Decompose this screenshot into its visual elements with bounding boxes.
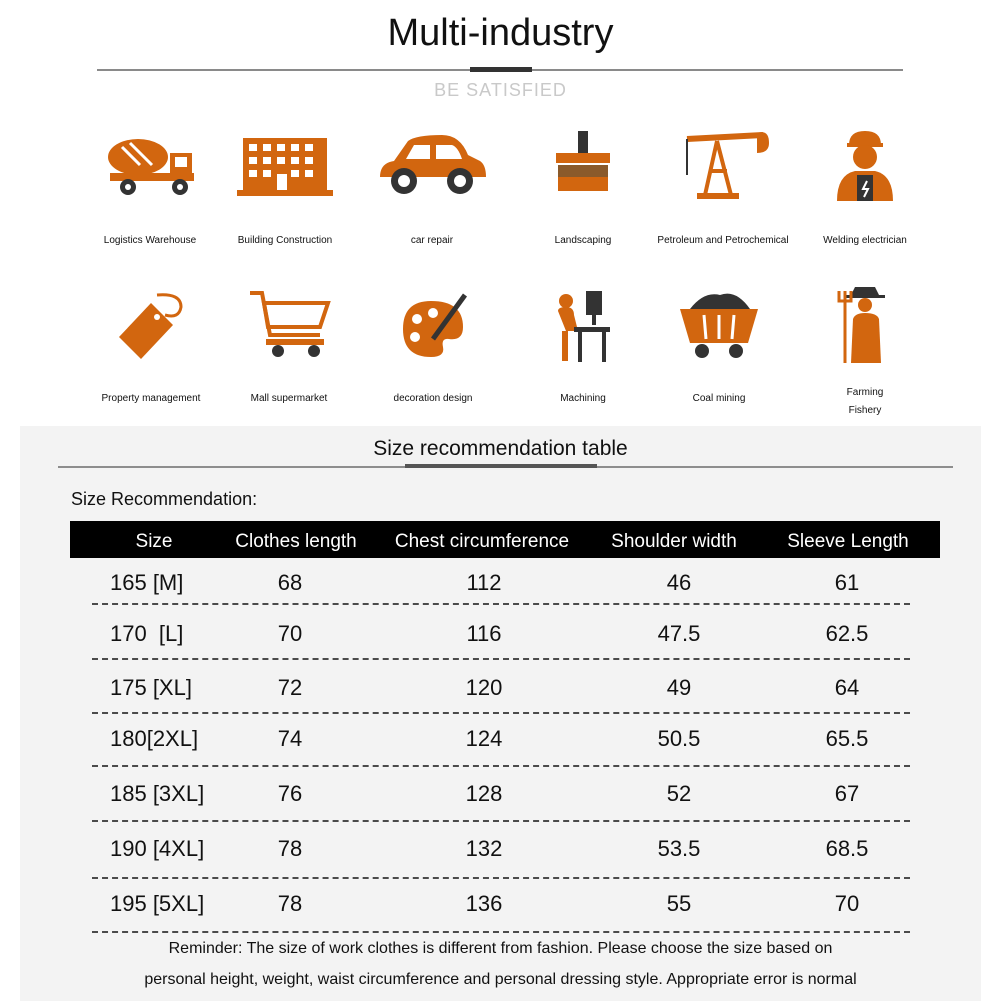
shopping-cart-icon xyxy=(214,280,364,370)
row-divider xyxy=(92,820,910,822)
size-table-title: Size recommendation table xyxy=(373,437,628,460)
table-cell-chest: 128 xyxy=(465,781,503,806)
table-cell-length: 72 xyxy=(277,675,303,700)
brush-icon xyxy=(508,120,658,210)
drill-press-icon xyxy=(508,280,658,370)
table-cell-length: 74 xyxy=(277,726,303,751)
page-title: Multi-industry xyxy=(387,12,614,54)
mine-cart-icon xyxy=(644,280,794,370)
building-icon xyxy=(210,120,360,210)
industry-label: Farming xyxy=(846,387,884,398)
table-cell-shoulder: 49 xyxy=(666,675,692,700)
row-divider xyxy=(92,765,910,767)
table-cell-length: 76 xyxy=(277,781,303,806)
table-cell-sleeve: 62.5 xyxy=(825,621,869,646)
industry-label: Building Construction xyxy=(237,235,333,246)
reminder-line-2: personal height, weight, waist circumfer… xyxy=(144,971,857,988)
table-header xyxy=(70,521,940,558)
table-cell-size: 170 [L] xyxy=(110,621,184,646)
title-divider-accent xyxy=(470,67,532,72)
industry-label: car repair xyxy=(410,235,454,246)
table-cell-shoulder: 47.5 xyxy=(657,621,701,646)
table-cell-length: 78 xyxy=(277,836,303,861)
industry-label-second-line: Fishery xyxy=(848,405,882,416)
industry-label: decoration design xyxy=(393,393,473,404)
farmer-icon xyxy=(790,280,940,370)
column-header-sleeve: Sleeve Length xyxy=(787,531,909,552)
mixer-truck-icon xyxy=(75,120,225,210)
industry-label: Landscaping xyxy=(554,235,612,246)
size-title-divider-accent xyxy=(405,464,597,468)
table-cell-length: 78 xyxy=(277,891,303,916)
table-cell-size: 180[2XL] xyxy=(110,726,199,751)
column-header-clothes-length: Clothes length xyxy=(235,531,357,552)
table-cell-sleeve: 70 xyxy=(834,891,860,916)
industry-label: Machining xyxy=(560,393,606,404)
industry-label: Logistics Warehouse xyxy=(103,235,197,246)
table-cell-sleeve: 67 xyxy=(834,781,860,806)
oil-pump-icon xyxy=(648,120,798,210)
price-tag-icon xyxy=(76,280,226,370)
table-cell-sleeve: 61 xyxy=(834,570,860,595)
table-cell-chest: 136 xyxy=(465,891,503,916)
industry-label: Petroleum and Petrochemical xyxy=(657,235,789,246)
page-subtitle: BE SATISFIED xyxy=(434,80,567,100)
column-header-chest: Chest circumference xyxy=(394,531,570,552)
table-cell-shoulder: 52 xyxy=(666,781,692,806)
industry-label: Mall supermarket xyxy=(250,393,328,404)
table-cell-shoulder: 50.5 xyxy=(657,726,701,751)
table-cell-sleeve: 64 xyxy=(834,675,860,700)
column-header-shoulder: Shoulder width xyxy=(611,531,737,552)
table-cell-size: 165 [M] xyxy=(110,570,184,595)
industry-label: Coal mining xyxy=(692,393,746,404)
industry-label: Welding electrician xyxy=(823,235,907,246)
table-cell-chest: 112 xyxy=(466,570,502,595)
row-divider xyxy=(92,603,910,605)
table-cell-size: 185 [3XL] xyxy=(110,781,205,806)
car-icon xyxy=(357,120,507,210)
size-subtitle: Size Recommendation: xyxy=(71,489,258,509)
table-cell-size: 195 [5XL] xyxy=(110,891,205,916)
table-cell-chest: 124 xyxy=(465,726,503,751)
table-cell-sleeve: 65.5 xyxy=(825,726,869,751)
paint-palette-icon xyxy=(358,280,508,370)
table-cell-sleeve: 68.5 xyxy=(825,836,869,861)
table-cell-size: 175 [XL] xyxy=(110,675,192,700)
row-divider xyxy=(92,931,910,933)
table-cell-chest: 120 xyxy=(465,675,503,700)
row-divider xyxy=(92,877,910,879)
row-divider xyxy=(92,712,910,714)
table-cell-shoulder: 46 xyxy=(666,570,692,595)
reminder-line-1: Reminder: The size of work clothes is di… xyxy=(168,940,833,957)
worker-icon xyxy=(790,120,940,210)
table-cell-shoulder: 53.5 xyxy=(657,836,701,861)
row-divider xyxy=(92,658,910,660)
table-cell-shoulder: 55 xyxy=(666,891,692,916)
table-cell-size: 190 [4XL] xyxy=(110,836,205,861)
column-header-size: Size xyxy=(135,531,173,552)
industry-label: Property management xyxy=(101,393,201,404)
table-cell-length: 70 xyxy=(277,621,303,646)
table-cell-chest: 116 xyxy=(466,621,502,646)
table-cell-chest: 132 xyxy=(465,836,503,861)
table-cell-length: 68 xyxy=(277,570,303,595)
